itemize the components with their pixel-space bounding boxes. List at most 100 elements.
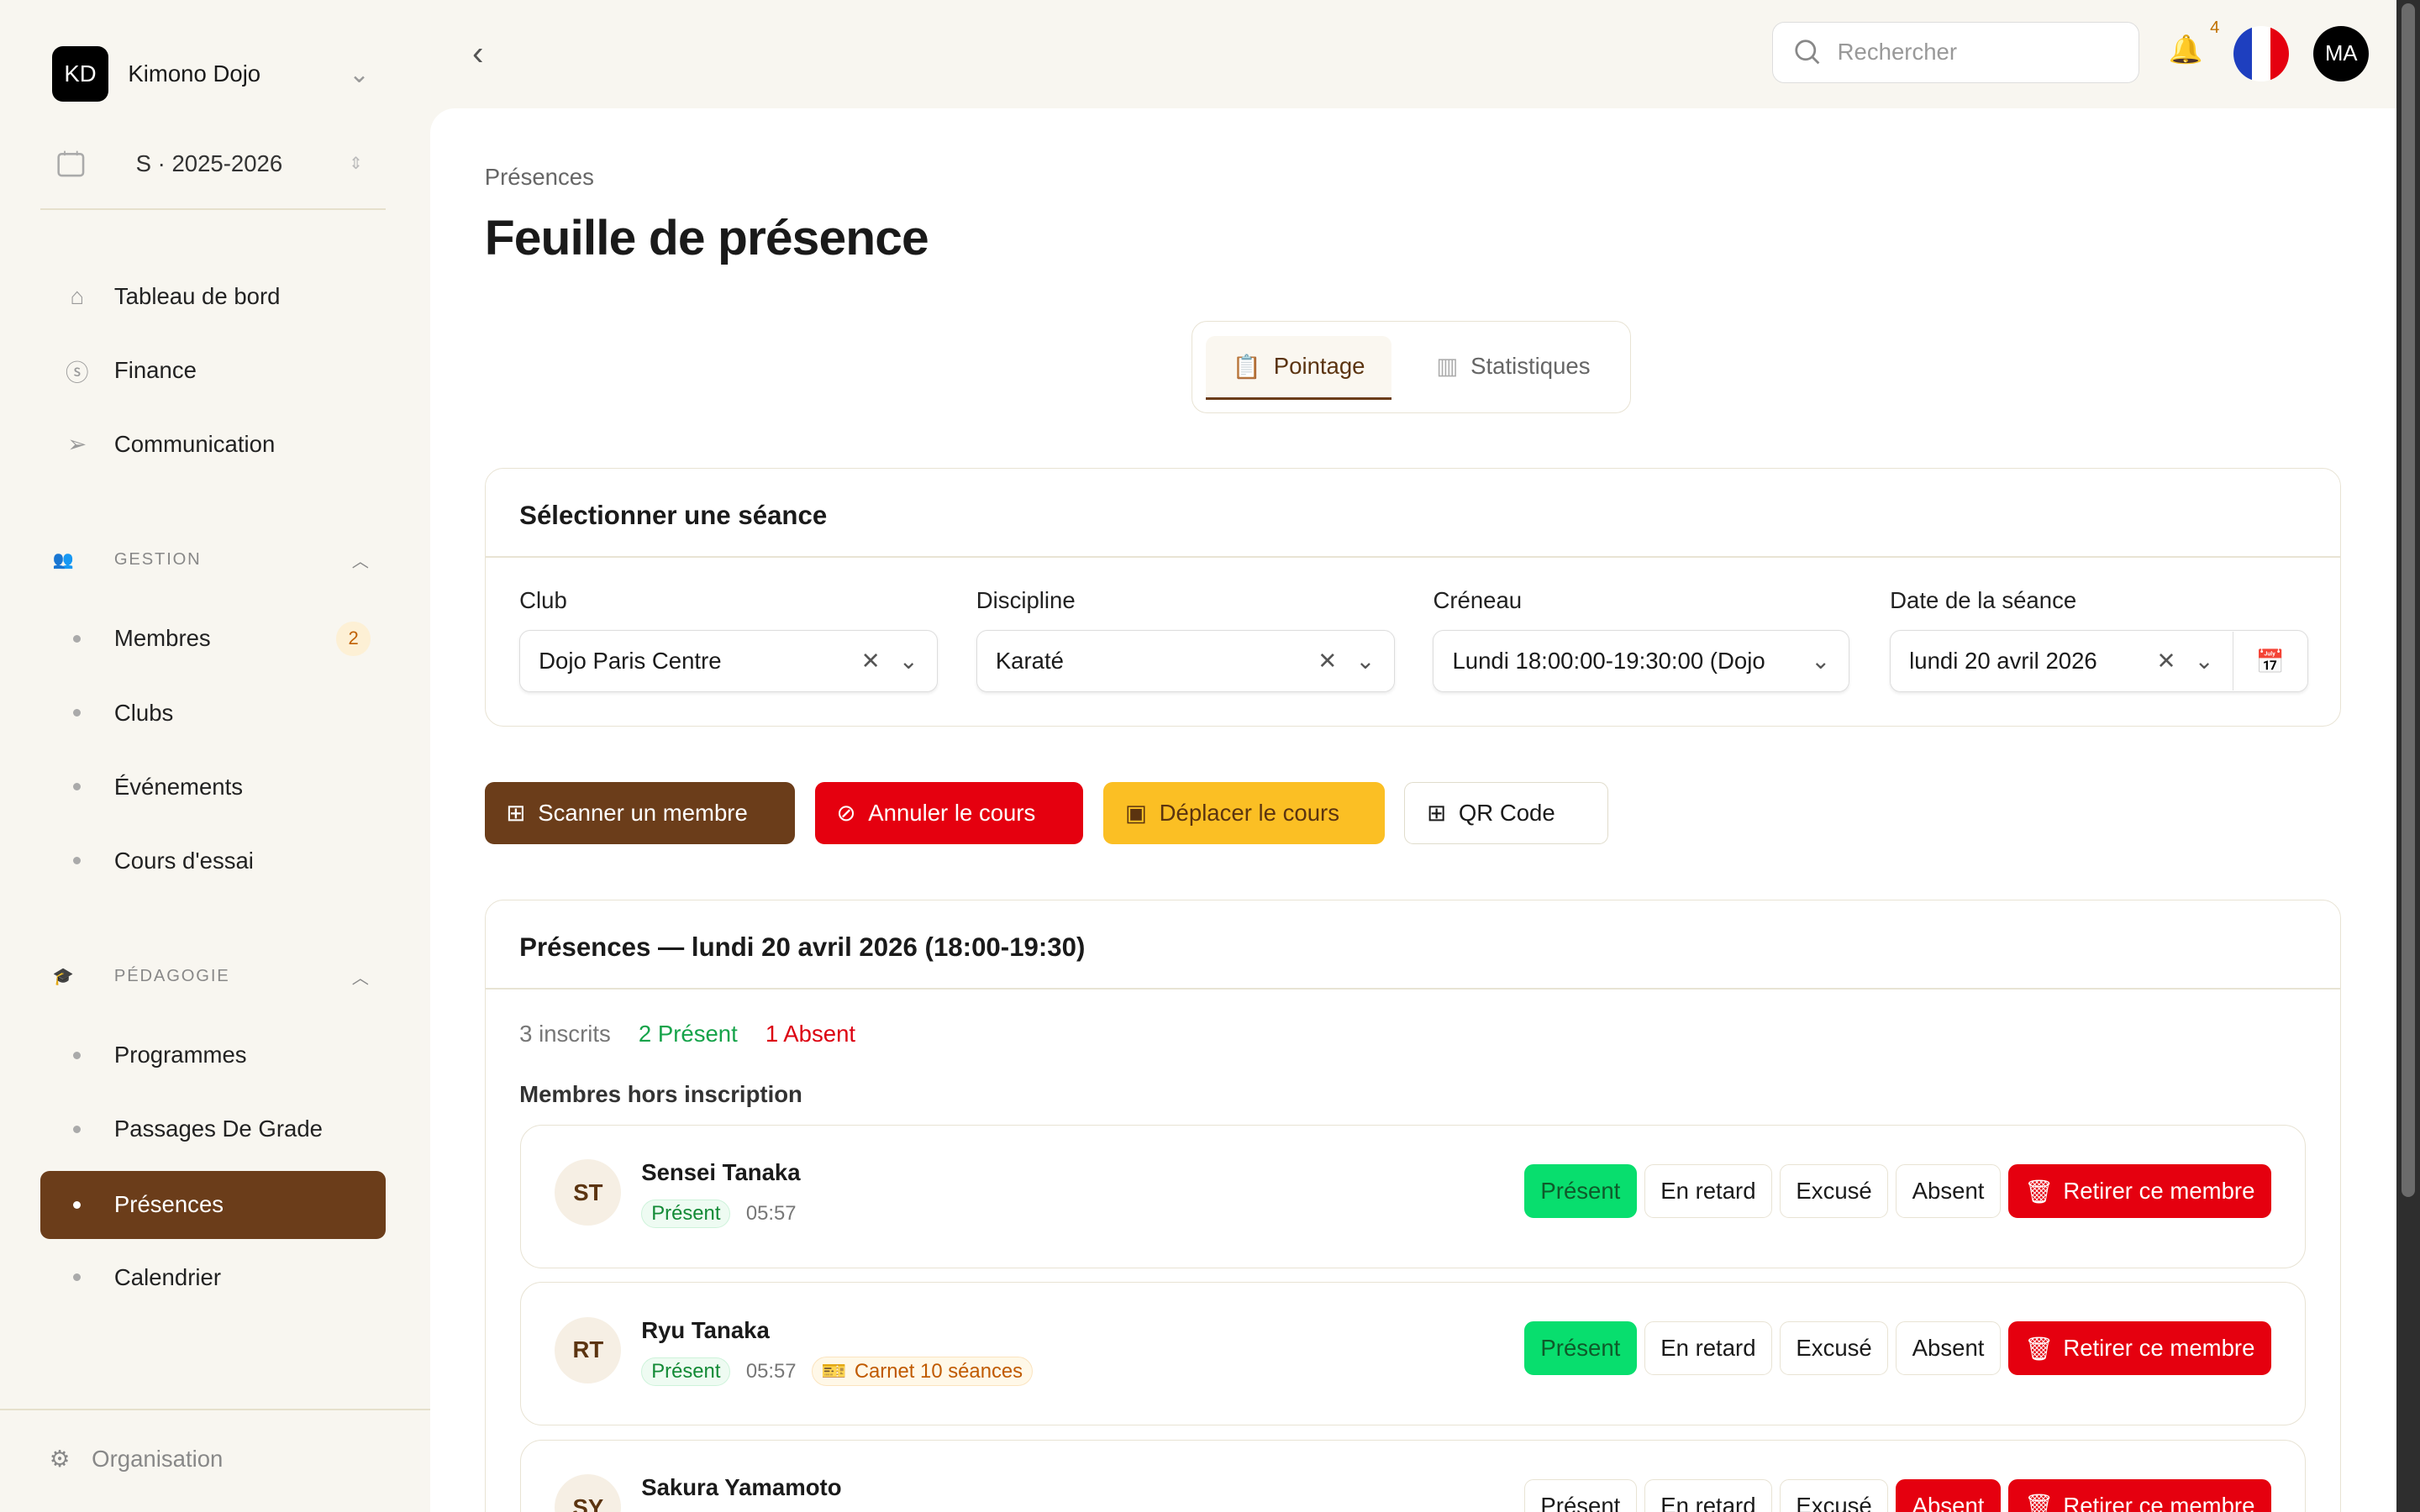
nav-calendrier[interactable]: Calendrier	[40, 1243, 386, 1311]
qr-code-icon: ⊞	[1427, 799, 1447, 826]
nav-presences[interactable]: Présences	[39, 1171, 387, 1239]
avatar: SY	[555, 1474, 622, 1512]
qr-code-button[interactable]: ⊞ QR Code	[1404, 782, 1608, 844]
chevron-up-icon: ︿	[351, 553, 371, 572]
nav-passages-grade[interactable]: Passages De Grade	[40, 1095, 386, 1163]
status-button-1[interactable]: En retard	[1644, 1478, 1772, 1512]
remove-member-button[interactable]: 🗑 Retirer ce membre	[2007, 1163, 2271, 1219]
remove-member-button[interactable]: 🗑 Retirer ce membre	[2007, 1478, 2271, 1512]
status-button-2[interactable]: Excusé	[1780, 1163, 1889, 1219]
tab-statistiques[interactable]: ▥ Statistiques	[1421, 336, 1606, 397]
club-label: Club	[519, 586, 567, 613]
qr-scan-icon: ⊞	[506, 799, 526, 826]
language-flag-fr[interactable]	[2233, 26, 2289, 82]
nav-communication[interactable]: ➢ Communication	[40, 411, 386, 479]
page-title: Feuille de présence	[484, 210, 929, 265]
chevron-down-icon: ⌄	[898, 648, 918, 675]
nav-finance[interactable]: ⓢ Finance	[40, 336, 386, 404]
status-button-0[interactable]: Présent	[1524, 1478, 1637, 1512]
select-value: lundi 20 avril 2026	[1909, 648, 2097, 675]
check-in-time: 05:57	[745, 1201, 797, 1225]
avatar: RT	[555, 1316, 622, 1383]
check-in-time: 05:57	[745, 1359, 797, 1383]
tab-label: Statistiques	[1470, 353, 1591, 380]
back-button[interactable]: ‹	[472, 34, 484, 73]
member-meta: Présent 05:57	[641, 1200, 797, 1228]
tab-pointage[interactable]: 📋 Pointage	[1206, 335, 1392, 400]
nav-label: Passages De Grade	[113, 1116, 323, 1142]
nav-programmes[interactable]: Programmes	[40, 1021, 386, 1089]
updown-icon: ⇕	[349, 155, 363, 174]
status-actions: Présent En retard Excusé Absent 🗑 Retirer ce …	[1524, 1321, 2271, 1376]
carnet-label: Carnet 10 séances	[854, 1359, 1023, 1383]
scrollbar-thumb[interactable]	[2401, 3, 2416, 1198]
status-button-2[interactable]: Excusé	[1780, 1321, 1889, 1376]
breadcrumb: Présences	[484, 163, 594, 190]
trash-icon: 🗑	[2024, 1493, 2054, 1512]
member-meta: Présent 05:57 🎫 Carnet 10 séances	[641, 1357, 1034, 1387]
section-gestion[interactable]: 👥 GESTION ︿	[52, 548, 370, 572]
scan-member-button[interactable]: ⊞ Scanner un membre	[484, 782, 795, 844]
org-switcher[interactable]: KD Kimono Dojo ⌄	[52, 46, 370, 102]
member-name: Sensei Tanaka	[641, 1159, 801, 1186]
status-actions: Présent En retard Excusé Absent 🗑 Retirer ce …	[1524, 1478, 2271, 1512]
section-label: GESTION	[113, 550, 202, 570]
status-actions: Présent En retard Excusé Absent 🗑 Retirer ce …	[1524, 1163, 2271, 1219]
nav-evenements[interactable]: Événements	[40, 753, 386, 821]
attendance-summary: 3 inscrits 2 Présent 1 Absent	[519, 1021, 855, 1047]
nav-cours-essai[interactable]: Cours d'essai	[40, 827, 386, 895]
status-button-1[interactable]: En retard	[1644, 1321, 1772, 1376]
bullet	[73, 1125, 82, 1134]
ticket-icon: 🎫	[821, 1360, 847, 1383]
absent-count: 1 Absent	[765, 1021, 856, 1047]
avatar: ST	[555, 1159, 622, 1226]
season-selector[interactable]: S · 2025-2026 ⇕	[55, 148, 380, 179]
avatar[interactable]: MA	[2313, 26, 2370, 82]
status-button-2[interactable]: Excusé	[1780, 1478, 1889, 1512]
clear-icon[interactable]: ✕	[2156, 648, 2176, 675]
status-button-1[interactable]: En retard	[1644, 1163, 1772, 1219]
club-select[interactable]: Dojo Paris Centre ✕ ⌄	[519, 630, 938, 692]
section-pedagogie[interactable]: 🎓 PÉDAGOGIE ︿	[52, 964, 370, 989]
home-icon: ⌂	[70, 282, 85, 309]
discipline-select[interactable]: Karaté ✕ ⌄	[976, 630, 1395, 692]
users-icon: 👥	[52, 551, 76, 570]
clear-icon[interactable]: ✕	[860, 648, 881, 675]
nav-clubs[interactable]: Clubs	[40, 679, 386, 747]
status-button-3[interactable]: Absent	[1896, 1321, 2001, 1376]
creneau-select[interactable]: Lundi 18:00:00-19:30:00 (Dojo ⌄	[1433, 630, 1850, 692]
status-button-3[interactable]: Absent	[1896, 1478, 2001, 1512]
calendar-icon[interactable]: 📅	[2232, 632, 2307, 690]
dollar-icon: ⓢ	[66, 359, 89, 386]
bullet	[73, 1273, 82, 1282]
clear-icon[interactable]: ✕	[1318, 648, 1338, 675]
date-picker[interactable]: lundi 20 avril 2026 ✕ ⌄ 📅	[1890, 630, 2308, 692]
status-button-0[interactable]: Présent	[1524, 1321, 1637, 1376]
notification-count: 4	[2210, 18, 2220, 38]
member-name: Ryu Tanaka	[641, 1316, 770, 1343]
nav-organisation[interactable]: ⚙ Organisation	[50, 1446, 224, 1473]
nav-dashboard[interactable]: ⌂ Tableau de bord	[40, 262, 386, 330]
clipboard-icon: 📋	[1232, 353, 1262, 380]
status-button-0[interactable]: Présent	[1524, 1163, 1637, 1219]
bullet	[73, 783, 82, 791]
count-badge: 2	[336, 622, 371, 656]
move-course-button[interactable]: ▣ Déplacer le cours	[1103, 782, 1385, 844]
scrollbar[interactable]	[2396, 0, 2420, 1512]
nav-label: Calendrier	[113, 1263, 221, 1290]
nav-label: Présences	[113, 1191, 224, 1218]
divider	[0, 1408, 431, 1410]
remove-member-button[interactable]: 🗑 Retirer ce membre	[2007, 1321, 2271, 1376]
bell-icon[interactable]: 🔔	[2168, 34, 2203, 66]
status-button-3[interactable]: Absent	[1896, 1163, 2001, 1219]
divider	[485, 556, 2341, 559]
cancel-course-button[interactable]: ⊘ Annuler le cours	[814, 782, 1084, 844]
button-label: QR Code	[1458, 799, 1555, 826]
trash-icon: 🗑	[2024, 1178, 2054, 1205]
nav-label: Programmes	[113, 1042, 247, 1068]
chevron-down-icon: ⌄	[2194, 648, 2214, 675]
calendar-icon	[57, 150, 85, 177]
divider	[39, 207, 387, 210]
search-input[interactable]: Rechercher	[1771, 21, 2139, 84]
nav-membres[interactable]: Membres 2	[40, 605, 386, 673]
